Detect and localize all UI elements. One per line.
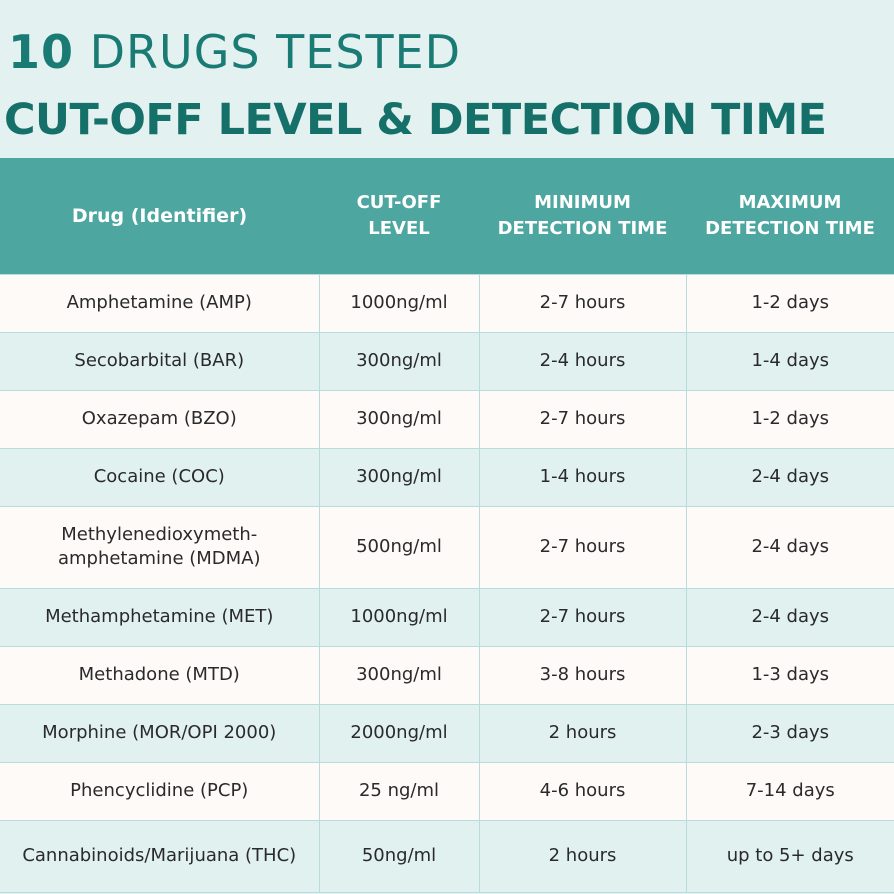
max-time-cell: 1-2 days	[685, 389, 894, 449]
header-max-line1: MAXIMUM	[738, 191, 842, 213]
header-cutoff-line1: CUT-OFF	[356, 191, 442, 213]
max-time-cell: up to 5+ days	[685, 819, 894, 893]
drug-name-line1: Methylenedioxymeth-	[61, 524, 258, 545]
header-max-line2: DETECTION TIME	[705, 217, 875, 239]
min-time-cell: 2-7 hours	[478, 587, 687, 647]
max-time-cell: 1-2 days	[685, 273, 894, 333]
drug-cell: Amphetamine (AMP)	[0, 273, 320, 333]
table-header: Drug (Identifier) CUT-OFF LEVEL MINIMUM DE…	[0, 158, 894, 274]
header-min-line1: MINIMUM	[534, 191, 631, 213]
header-max: MAXIMUM DETECTION TIME	[686, 158, 894, 274]
cutoff-cell: 300ng/ml	[318, 331, 480, 391]
drug-cell: Cannabinoids/Marijuana (THC)	[0, 819, 320, 893]
cutoff-cell: 1000ng/ml	[318, 273, 480, 333]
drug-cell: Methylenedioxymeth-amphetamine (MDMA)	[0, 505, 320, 589]
drug-cell: Oxazepam (BZO)	[0, 389, 320, 449]
cutoff-cell: 500ng/ml	[318, 505, 480, 589]
min-time-cell: 2-7 hours	[478, 389, 687, 449]
drug-cell: Methamphetamine (MET)	[0, 587, 320, 647]
header-drug-label: Drug (Identifier)	[71, 204, 248, 227]
table-row: Phencyclidine (PCP) 25 ng/ml 4-6 hours 7…	[0, 761, 894, 821]
max-time-cell: 7-14 days	[685, 761, 894, 821]
cutoff-cell: 300ng/ml	[318, 645, 480, 705]
drug-cell: Cocaine (COC)	[0, 447, 320, 507]
header-cutoff-line2: LEVEL	[368, 217, 430, 239]
max-time-cell: 2-4 days	[685, 505, 894, 589]
max-time-cell: 2-3 days	[685, 703, 894, 763]
drug-cell: Secobarbital (BAR)	[0, 331, 320, 391]
page-title: 10 DRUGS TESTED	[8, 24, 461, 80]
title-number: 10	[8, 25, 75, 79]
min-time-cell: 2 hours	[478, 703, 687, 763]
max-time-cell: 2-4 days	[685, 447, 894, 507]
min-time-cell: 4-6 hours	[478, 761, 687, 821]
min-time-cell: 3-8 hours	[478, 645, 687, 705]
header-min: MINIMUM DETECTION TIME	[479, 158, 686, 274]
table-row: Cocaine (COC) 300ng/ml 1-4 hours 2-4 day…	[0, 447, 894, 507]
table-row: Methylenedioxymeth-amphetamine (MDMA) 50…	[0, 505, 894, 589]
table-row: Methamphetamine (MET) 1000ng/ml 2-7 hour…	[0, 587, 894, 647]
min-time-cell: 2-4 hours	[478, 331, 687, 391]
header-row: Drug (Identifier) CUT-OFF LEVEL MINIMUM DE…	[0, 158, 894, 274]
cutoff-cell: 300ng/ml	[318, 389, 480, 449]
drug-name-line2: amphetamine (MDMA)	[57, 548, 261, 569]
table-row: Oxazepam (BZO) 300ng/ml 2-7 hours 1-2 da…	[0, 389, 894, 449]
min-time-cell: 2-7 hours	[478, 505, 687, 589]
drug-cell: Morphine (MOR/OPI 2000)	[0, 703, 320, 763]
table-row: Cannabinoids/Marijuana (THC) 50ng/ml 2 h…	[0, 819, 894, 893]
drug-cell: Phencyclidine (PCP)	[0, 761, 320, 821]
table-row: Methadone (MTD) 300ng/ml 3-8 hours 1-3 d…	[0, 645, 894, 705]
cutoff-cell: 300ng/ml	[318, 447, 480, 507]
min-time-cell: 2 hours	[478, 819, 687, 893]
table-row: Secobarbital (BAR) 300ng/ml 2-4 hours 1-…	[0, 331, 894, 391]
cutoff-cell: 2000ng/ml	[318, 703, 480, 763]
header-min-line2: DETECTION TIME	[497, 217, 668, 239]
drug-table: Drug (Identifier) CUT-OFF LEVEL MINIMUM DE…	[0, 158, 894, 893]
cutoff-cell: 1000ng/ml	[318, 587, 480, 647]
table-row: Morphine (MOR/OPI 2000) 2000ng/ml 2 hour…	[0, 703, 894, 763]
title-text: DRUGS TESTED	[89, 25, 462, 79]
min-time-cell: 1-4 hours	[478, 447, 687, 507]
page-subtitle: CUT-OFF LEVEL & DETECTION TIME	[4, 95, 827, 145]
max-time-cell: 1-3 days	[685, 645, 894, 705]
cutoff-cell: 50ng/ml	[318, 819, 480, 893]
drug-cell: Methadone (MTD)	[0, 645, 320, 705]
cutoff-cell: 25 ng/ml	[318, 761, 480, 821]
header-cutoff: CUT-OFF LEVEL	[319, 158, 479, 274]
header-drug: Drug (Identifier)	[0, 158, 319, 274]
max-time-cell: 2-4 days	[685, 587, 894, 647]
table-body: Amphetamine (AMP) 1000ng/ml 2-7 hours 1-…	[0, 273, 894, 893]
table-row: Amphetamine (AMP) 1000ng/ml 2-7 hours 1-…	[0, 273, 894, 333]
max-time-cell: 1-4 days	[685, 331, 894, 391]
min-time-cell: 2-7 hours	[478, 273, 687, 333]
